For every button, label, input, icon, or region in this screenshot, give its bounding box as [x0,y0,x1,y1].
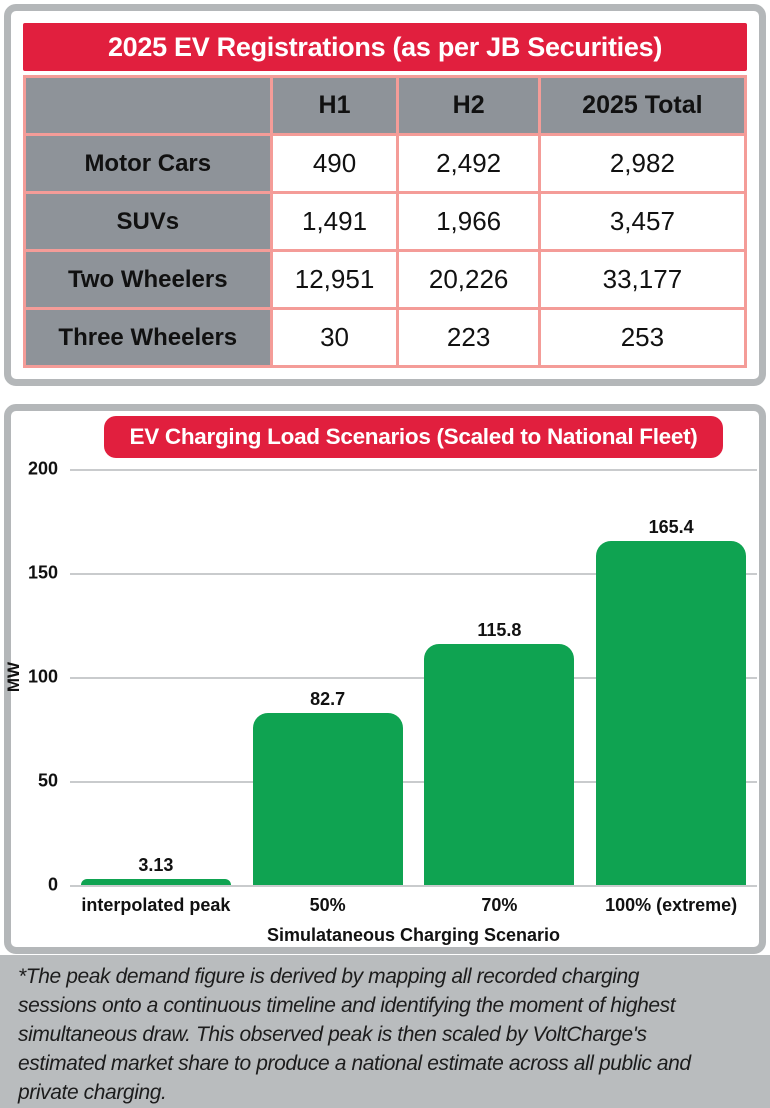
cell-value: 2,982 [537,133,748,194]
col-header-h2: H2 [396,75,541,136]
footnote-line: simultaneous draw. This observed peak is… [18,1023,647,1046]
table-row: Two Wheelers 12,951 20,226 33,177 [23,249,748,310]
footnote-line: sessions onto a continuous timeline and … [18,994,676,1017]
bar-70pct [424,644,575,885]
cell-value: 1,491 [269,191,400,252]
bar-value-label: 165.4 [648,516,694,537]
cell-value: 12,951 [269,249,400,310]
cell-value: 30 [269,307,400,368]
gridline-200 [70,469,757,471]
gridline-0 [70,885,757,887]
bar-slot: 115.8 [414,469,586,885]
bar-value-label: 3.13 [138,854,174,875]
x-axis-title: Simulataneous Charging Scenario [266,925,561,945]
footnote-line: private charging. [18,1081,167,1104]
bar-slot: 165.4 [585,469,757,885]
x-tick-interpolated-peak: interpolated peak [81,895,231,915]
cell-value: 253 [537,307,748,368]
y-tick-150: 150 [27,562,58,583]
table-title: 2025 EV Registrations (as per JB Securit… [23,23,747,71]
row-label-suvs: SUVs [23,191,273,252]
table-row: Motor Cars 490 2,492 2,982 [23,133,748,194]
bars-group: 3.13 82.7 115.8 165.4 [70,469,757,885]
plot-area: 200 150 100 50 0 MW 3.13 82.7 11 [4,459,757,895]
bar-slot: 82.7 [242,469,414,885]
cell-value: 2,492 [396,133,541,194]
x-ticks-row: interpolated peak 50% 70% 100% (extreme) [70,895,757,916]
cell-value: 3,457 [537,191,748,252]
x-tick-50pct: 50% [309,895,346,915]
charging-load-chart-panel: EV Charging Load Scenarios (Scaled to Na… [4,404,766,954]
chart-title-banner: EV Charging Load Scenarios (Scaled to Na… [70,416,757,458]
cell-value: 490 [269,133,400,194]
footnote-line: estimated market share to produce a nati… [18,1052,691,1075]
col-header-2025-total: 2025 Total [537,75,748,136]
table-header-row: H1 H2 2025 Total [23,75,748,136]
row-label-motor-cars: Motor Cars [23,133,273,194]
footnote-line: *The peak demand figure is derived by ma… [18,965,640,988]
cell-value: 1,966 [396,191,541,252]
x-tick-70pct: 70% [481,895,518,915]
table-row: Three Wheelers 30 223 253 [23,307,748,368]
bar-interpolated-peak [80,878,231,885]
cell-value: 20,226 [396,249,541,310]
footnote: *The peak demand figure is derived by ma… [0,955,770,1108]
y-tick-100: 100 [27,666,58,687]
y-tick-50: 50 [37,770,58,791]
row-label-three-wheelers: Three Wheelers [23,307,273,368]
y-tick-200: 200 [27,458,58,479]
cell-value: 223 [396,307,541,368]
col-header-h1: H1 [269,75,400,136]
bar-slot: 3.13 [70,469,242,885]
y-tick-0: 0 [47,874,58,895]
bar-50pct [252,712,403,885]
gridline-100 [70,677,757,679]
row-label-two-wheelers: Two Wheelers [23,249,273,310]
table-corner-cell [23,75,273,136]
registrations-table-panel: 2025 EV Registrations (as per JB Securit… [4,4,766,386]
cell-value: 33,177 [537,249,748,310]
table-row: SUVs 1,491 1,966 3,457 [23,191,748,252]
y-axis-label: MW [4,661,23,693]
bar-value-label: 82.7 [310,688,346,709]
chart-title: EV Charging Load Scenarios (Scaled to Na… [103,416,724,458]
bar-value-label: 115.8 [477,620,522,641]
bar-100pct-extreme [596,540,747,885]
x-tick-100pct-extreme: 100% (extreme) [605,895,738,915]
registrations-table: H1 H2 2025 Total Motor Cars 490 2,492 2,… [23,75,748,368]
gridline-50 [70,781,757,783]
gridline-150 [70,573,757,575]
